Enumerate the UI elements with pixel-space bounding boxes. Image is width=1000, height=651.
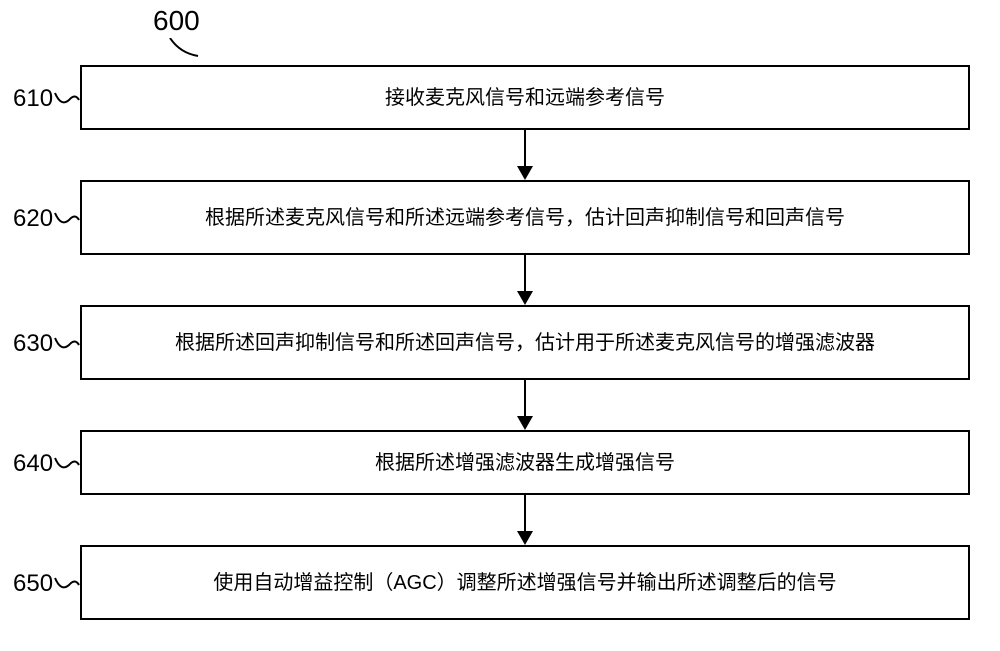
- step-text: 使用自动增益控制（AGC）调整所述增强信号并输出所述调整后的信号: [213, 569, 836, 597]
- step-label-640: 640: [13, 450, 53, 478]
- step-box-650: 使用自动增益控制（AGC）调整所述增强信号并输出所述调整后的信号: [80, 545, 970, 620]
- step-box-630: 根据所述回声抑制信号和所述回声信号，估计用于所述麦克风信号的增强滤波器: [80, 305, 970, 380]
- arrow-head-icon: [517, 531, 533, 545]
- step-label-620: 620: [13, 205, 53, 233]
- arrow-line: [524, 130, 526, 166]
- step-text: 根据所述增强滤波器生成增强信号: [375, 449, 675, 477]
- step-label-610: 610: [13, 85, 53, 113]
- step-tick-640: [53, 456, 81, 479]
- step-text: 接收麦克风信号和远端参考信号: [385, 84, 665, 112]
- arrow-line: [524, 380, 526, 416]
- step-box-620: 根据所述麦克风信号和所述远端参考信号，估计回声抑制信号和回声信号: [80, 180, 970, 255]
- step-tick-650: [53, 576, 81, 599]
- arrow-line: [524, 495, 526, 531]
- step-tick-620: [53, 211, 81, 234]
- flow-arrow-3: [515, 380, 535, 430]
- step-label-650: 650: [13, 570, 53, 598]
- step-label-630: 630: [13, 330, 53, 358]
- flow-arrow-4: [515, 495, 535, 545]
- arrow-head-icon: [517, 416, 533, 430]
- flow-arrow-1: [515, 130, 535, 180]
- figure-number: 600: [153, 5, 200, 37]
- step-tick-610: [53, 91, 81, 114]
- step-box-610: 接收麦克风信号和远端参考信号: [80, 65, 970, 130]
- arrow-line: [524, 255, 526, 291]
- step-box-640: 根据所述增强滤波器生成增强信号: [80, 430, 970, 495]
- arrow-head-icon: [517, 166, 533, 180]
- figure-pointer: [165, 38, 200, 58]
- arrow-head-icon: [517, 291, 533, 305]
- step-text: 根据所述麦克风信号和所述远端参考信号，估计回声抑制信号和回声信号: [205, 204, 845, 232]
- step-tick-630: [53, 336, 81, 359]
- flow-arrow-2: [515, 255, 535, 305]
- step-text: 根据所述回声抑制信号和所述回声信号，估计用于所述麦克风信号的增强滤波器: [175, 329, 875, 357]
